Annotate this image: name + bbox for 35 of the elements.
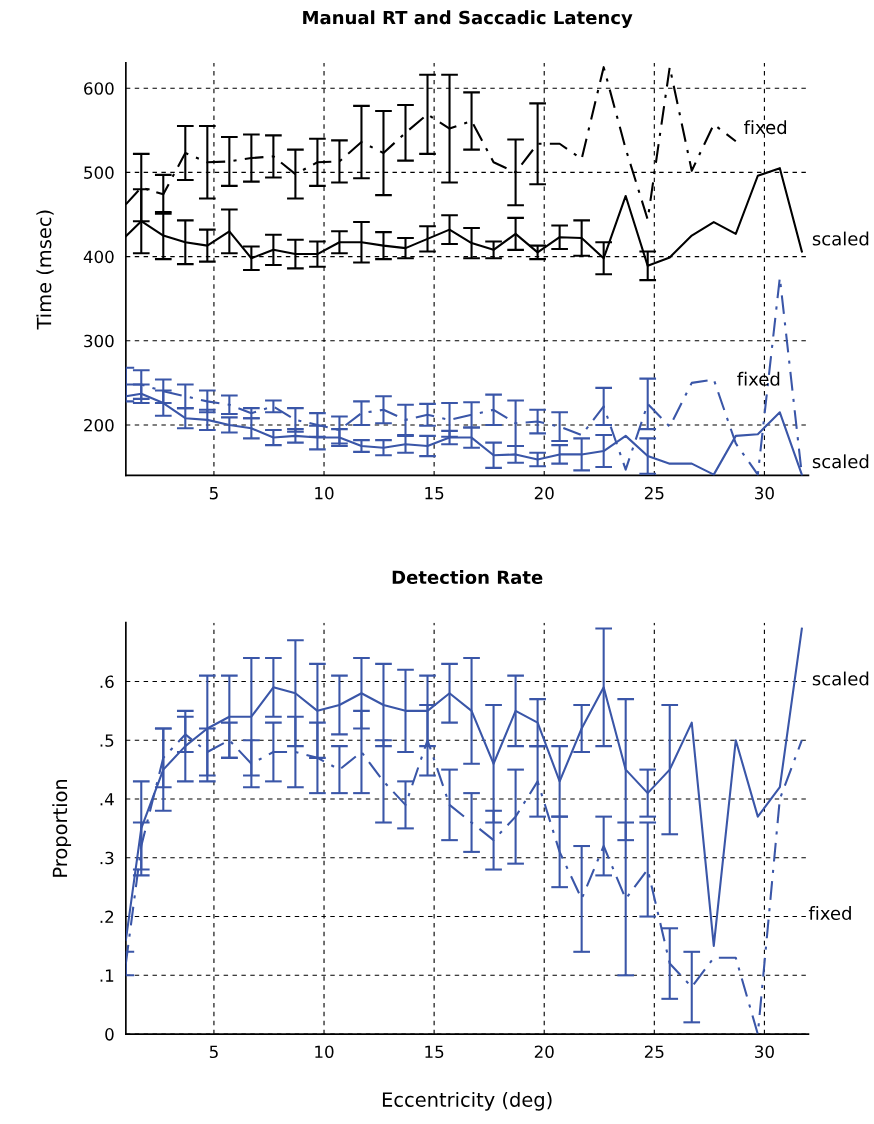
- x-tick-label: 25: [644, 1045, 664, 1059]
- y-tick-label: 0: [105, 1028, 114, 1041]
- x-tick-label: 20: [534, 1045, 554, 1059]
- y-tick-label: .4: [100, 793, 114, 806]
- y-tick-label: 300: [84, 334, 114, 348]
- y-axis-title: Time (msec): [36, 210, 54, 330]
- y-tick-label: 400: [83, 250, 114, 264]
- y-tick-label: .3: [100, 851, 114, 865]
- series-label: fixed: [737, 371, 780, 386]
- x-tick-label: 10: [315, 486, 334, 500]
- y-tick-label: .2: [100, 910, 114, 923]
- series-label: fixed: [744, 120, 787, 135]
- x-tick-label: 10: [315, 1045, 334, 1059]
- x-tick-label: 20: [534, 486, 554, 500]
- x-tick-label: 15: [425, 1045, 444, 1059]
- x-tick-label: 15: [425, 487, 444, 500]
- y-tick-label: .1: [100, 969, 114, 982]
- series-label: scaled: [812, 454, 869, 469]
- x-tick-label: 30: [755, 1045, 774, 1059]
- x-tick-label: 25: [644, 486, 664, 500]
- series-label: scaled: [812, 231, 869, 246]
- y-tick-label: 600: [84, 82, 114, 95]
- x-tick-label: 5: [209, 1045, 218, 1059]
- chart-title: Detection Rate: [392, 570, 543, 585]
- y-tick-label: .6: [100, 675, 114, 689]
- y-tick-label: .5: [100, 734, 114, 747]
- series-label: scaled: [812, 671, 869, 686]
- x-tick-label: 5: [209, 487, 218, 500]
- x-axis-title: Eccentricity (deg): [382, 1091, 552, 1111]
- x-tick-label: 30: [755, 486, 774, 500]
- text: fixed: [808, 906, 851, 921]
- y-tick-label: 200: [84, 418, 114, 432]
- y-axis-title: Proportion: [52, 779, 72, 877]
- chart-title: Manual RT and Saccadic Latency: [303, 10, 633, 28]
- y-tick-label: 500: [84, 166, 114, 179]
